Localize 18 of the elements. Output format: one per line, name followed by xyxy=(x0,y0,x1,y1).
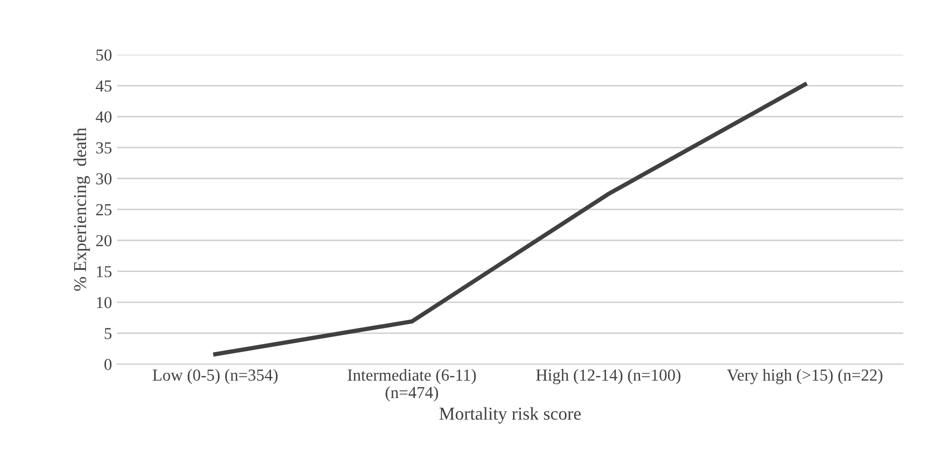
y-tick-label: 50 xyxy=(96,49,112,61)
x-tick-label: Low (0-5) (n=354) xyxy=(152,369,278,384)
y-tick-label: 25 xyxy=(96,204,112,216)
y-tick-label: 30 xyxy=(96,173,112,184)
y-tick-label: 40 xyxy=(96,111,112,123)
x-tick-label: Very high (>15) (n=22) xyxy=(727,369,882,384)
y-tick-label: 0 xyxy=(104,358,112,370)
line-series xyxy=(213,82,808,356)
y-tick-label: 15 xyxy=(96,266,112,278)
y-tick-label: 35 xyxy=(96,142,112,154)
y-tick-label: 10 xyxy=(96,296,112,308)
x-axis-title: Mortality risk score xyxy=(439,407,581,424)
y-axis-title: % Experiencing death xyxy=(73,128,90,291)
y-tick-label: 20 xyxy=(96,235,112,246)
y-tick-label: 5 xyxy=(104,328,112,340)
x-tick-label: Intermediate (6-11) (n=474) xyxy=(348,369,476,402)
x-tick-label: High (12-14) (n=100) xyxy=(536,369,680,384)
y-tick-label: 45 xyxy=(96,80,112,92)
